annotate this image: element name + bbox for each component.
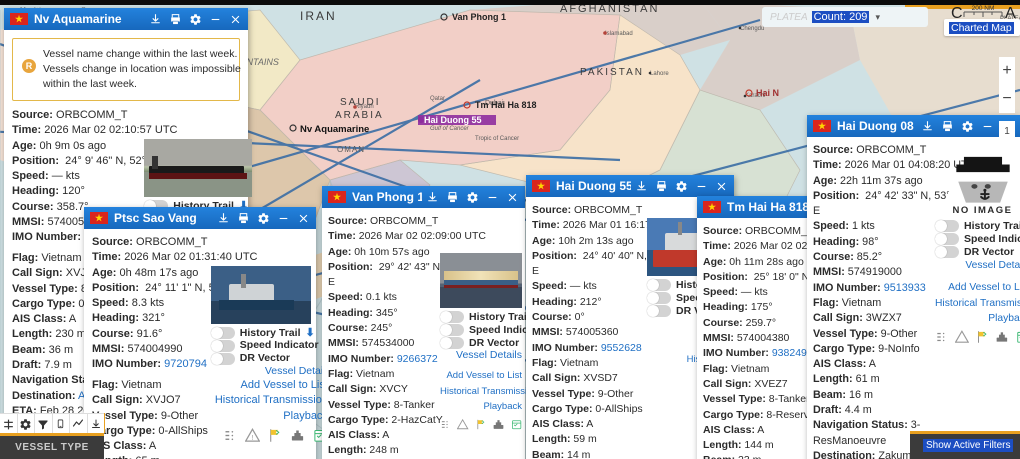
svg-text:PAKISTAN: PAKISTAN (580, 67, 644, 78)
svg-text:Qatar: Qatar (430, 96, 445, 102)
svg-text:IRAN: IRAN (300, 9, 337, 23)
svg-text:Chengdu: Chengdu (740, 26, 764, 32)
svg-text:Islamabad: Islamabad (605, 31, 633, 37)
svg-text:Riyadh: Riyadh (355, 104, 374, 110)
svg-text:Hai Duong 55: Hai Duong 55 (424, 115, 482, 125)
svg-text:OMAN: OMAN (337, 145, 365, 154)
svg-text:!: ! (251, 435, 253, 442)
svg-text:200 NM: 200 NM (972, 5, 995, 12)
svg-text:Tropic of Cancer: Tropic of Cancer (475, 136, 519, 142)
svg-text:Hai N: Hai N (756, 88, 779, 98)
svg-text:Van Phong 1: Van Phong 1 (452, 12, 506, 22)
svg-text:Lahore: Lahore (650, 71, 669, 77)
svg-text:ARABIA: ARABIA (335, 110, 384, 121)
svg-text:Nv Aquamarine: Nv Aquamarine (300, 124, 369, 135)
svg-text:Tm Hai Ha 818: Tm Hai Ha 818 (475, 100, 537, 110)
svg-text:Gulf of Cancer: Gulf of Cancer (430, 126, 470, 132)
